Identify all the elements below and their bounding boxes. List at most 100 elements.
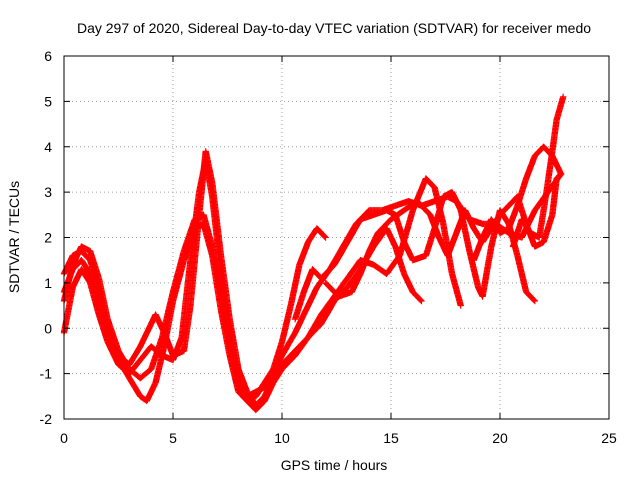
marker-run — [78, 257, 93, 276]
marker-run — [202, 157, 216, 199]
marker-run — [448, 188, 464, 213]
marker-run — [209, 252, 224, 313]
marker-run — [87, 279, 102, 317]
marker-run — [291, 303, 311, 336]
marker-run — [252, 398, 267, 414]
marker-run — [523, 153, 538, 182]
chart-title: Day 297 of 2020, Sidereal Day-to-day VTE… — [77, 20, 591, 36]
marker-run — [278, 353, 298, 373]
marker-run — [549, 176, 560, 218]
marker-run — [518, 216, 534, 236]
marker-run — [300, 267, 316, 296]
marker-run — [387, 207, 407, 223]
marker-run — [400, 270, 416, 295]
x-gridlines — [172, 56, 501, 419]
marker-run — [322, 279, 342, 299]
marker-run — [335, 289, 354, 300]
marker-run — [536, 194, 549, 241]
y-tick-label: -2 — [40, 411, 53, 427]
y-gridlines — [64, 100, 609, 375]
y-axis-label: SDTVAR / TECUs — [6, 181, 22, 293]
marker-run — [553, 94, 567, 123]
marker-run — [180, 303, 194, 355]
marker-run — [514, 176, 529, 209]
marker-run — [523, 288, 538, 304]
marker-run — [422, 175, 437, 190]
marker-run — [261, 366, 276, 386]
marker-run — [313, 225, 328, 240]
x-tick-label: 10 — [274, 430, 290, 446]
marker-run — [278, 348, 298, 368]
marker-point — [557, 170, 565, 178]
marker-run — [235, 370, 250, 403]
marker-run — [348, 271, 364, 296]
marker-run — [357, 212, 376, 223]
marker-point — [531, 297, 539, 305]
marker-run — [366, 230, 381, 255]
marker-run — [409, 288, 424, 304]
marker-run — [374, 217, 394, 237]
marker-run — [178, 258, 194, 341]
marker-run — [169, 258, 187, 305]
marker-run — [226, 334, 242, 376]
marker-run — [422, 226, 438, 259]
marker-run — [126, 375, 143, 399]
marker-run — [104, 325, 122, 358]
marker-run — [318, 294, 337, 318]
marker-run — [217, 270, 233, 340]
marker-run — [461, 207, 477, 231]
marker-run — [287, 262, 303, 309]
marker-point — [418, 297, 425, 305]
marker-point — [322, 234, 329, 241]
x-axis-label: GPS time / hours — [281, 457, 388, 473]
marker-run — [161, 329, 176, 358]
marker-run — [226, 352, 242, 394]
y-tick-label: -1 — [40, 366, 53, 382]
x-tick-label: 15 — [383, 430, 399, 446]
marker-run — [305, 312, 324, 341]
marker-run — [296, 239, 311, 268]
y-tick-label: 2 — [44, 230, 52, 246]
y-tick-label: 3 — [44, 184, 52, 200]
marker-run — [344, 257, 363, 282]
marker-run — [318, 262, 337, 282]
marker-run — [126, 357, 143, 377]
series-8 — [509, 93, 567, 250]
marker-run — [331, 239, 350, 268]
marker-run — [383, 253, 403, 277]
marker-run — [95, 284, 111, 331]
y-tick-label: 0 — [44, 320, 52, 336]
x-tick-label: 20 — [492, 430, 508, 446]
y-tick-label: 6 — [44, 48, 52, 64]
marker-run — [479, 244, 495, 300]
marker-run — [427, 211, 442, 240]
marker-run — [540, 212, 556, 246]
marker-run — [270, 366, 285, 386]
marker-run — [305, 285, 320, 309]
series-6 — [322, 170, 565, 300]
marker-run — [488, 216, 503, 236]
marker-run — [137, 321, 154, 350]
marker-run — [383, 225, 398, 249]
y-tick-label: 1 — [44, 275, 52, 291]
marker-run — [270, 339, 285, 373]
marker-run — [344, 217, 364, 246]
marker-run — [115, 361, 132, 377]
marker-run — [126, 344, 143, 368]
x-tick-label: 5 — [169, 430, 177, 446]
marker-run — [104, 338, 122, 367]
series-layer — [60, 93, 567, 414]
marker-run — [169, 335, 185, 364]
marker-run — [414, 198, 433, 218]
series-3 — [60, 148, 425, 409]
marker-run — [95, 311, 111, 344]
marker-run — [217, 306, 233, 358]
y-tick-label: 4 — [44, 139, 52, 155]
marker-run — [152, 311, 167, 335]
marker-run — [409, 252, 428, 264]
marker-point — [457, 302, 464, 309]
marker-run — [148, 343, 165, 358]
marker-run — [278, 303, 294, 346]
marker-run — [78, 247, 93, 263]
marker-run — [448, 270, 464, 308]
